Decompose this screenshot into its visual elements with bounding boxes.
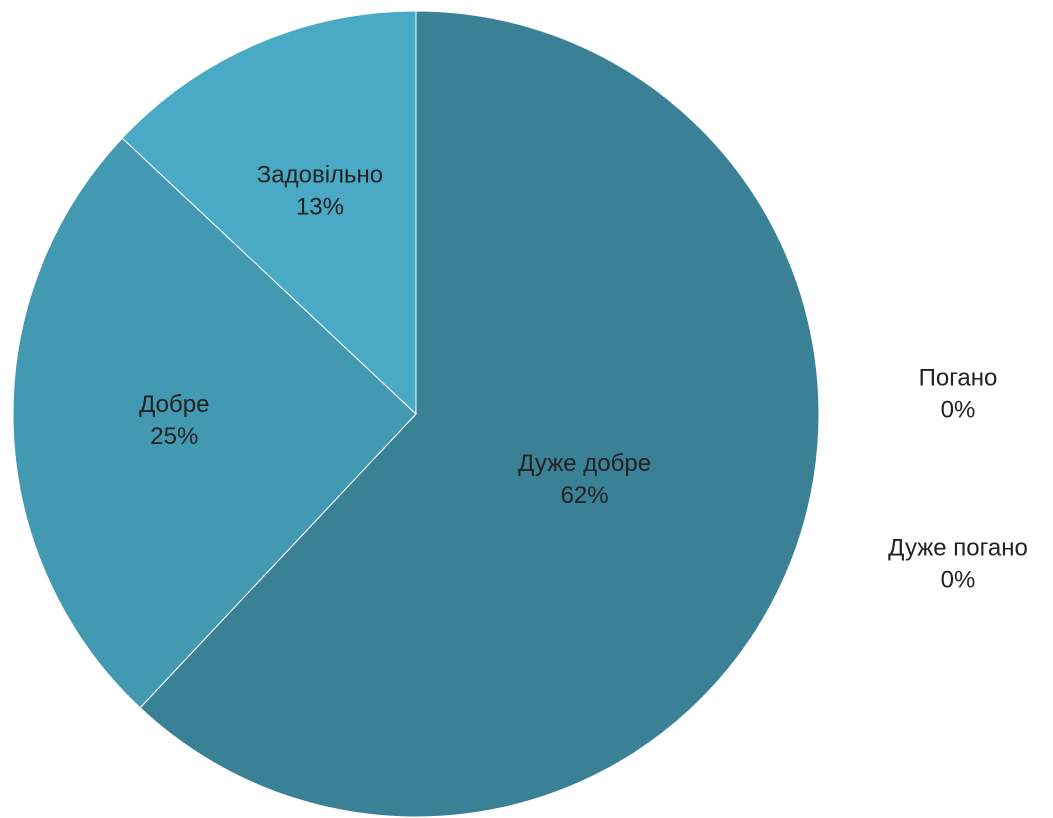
slice-label: Задовільно [257, 161, 383, 188]
slice-value-label: 0% [941, 566, 976, 593]
slice-value-label: 62% [561, 482, 609, 509]
slice-label: Дуже погано [888, 534, 1028, 561]
slice-value-label: 25% [150, 423, 198, 450]
slice-value-label: 13% [296, 193, 344, 220]
slice-label: Добре [139, 391, 209, 418]
slice-label: Дуже добре [518, 450, 651, 477]
pie-slice [12, 137, 417, 709]
pie-slice [121, 10, 417, 416]
slice-value-label: 0% [941, 396, 976, 423]
pie-slice [139, 10, 820, 818]
slice-label: Погано [919, 364, 998, 391]
